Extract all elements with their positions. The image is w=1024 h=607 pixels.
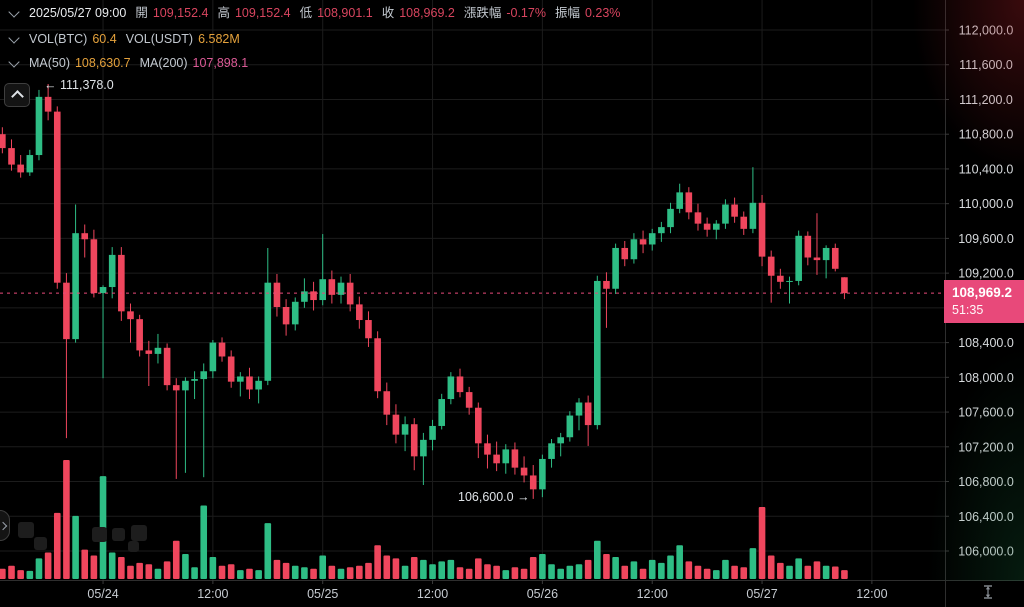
volume-bars [0,460,848,579]
vol-usdt-label: VOL(USDT) [125,32,194,46]
svg-text:107,200.0: 107,200.0 [958,440,1014,454]
svg-text:108,400.0: 108,400.0 [958,336,1014,350]
watermark-square [112,528,125,541]
svg-text:108,000.0: 108,000.0 [958,371,1014,385]
ma200-value: 107,898.1 [192,56,249,70]
watermark-square [131,525,147,541]
amplitude-value: 0.23% [584,6,621,20]
vol-btc-label: VOL(BTC) [29,32,88,46]
high-label: 高 [217,6,230,20]
close-value: 108,969.2 [399,6,455,20]
svg-text:109,200.0: 109,200.0 [958,267,1014,281]
price-axis[interactable]: 106,000.0 106,400.0 106,800.0 107,200.0 107,… [945,0,1014,607]
volume-legend-row: VOL(BTC) 60.4 VOL(USDT) 6.582M [8,30,240,48]
ohlc-legend-row: 2025/05/27 09:00 開 109,152.4 高 109,152.4 低… [8,4,620,22]
current-price-badge[interactable]: 108,969.2 51:35 [944,280,1024,323]
high-value: 109,152.4 [234,6,291,20]
current-price-value: 108,969.2 [952,285,1013,300]
svg-text:12:00: 12:00 [417,587,448,601]
svg-text:106,400.0: 106,400.0 [958,510,1014,524]
high-price-annotation: ← 111,378.0 [44,78,114,92]
svg-text:111,600.0: 111,600.0 [959,58,1013,72]
close-label: 收 [381,6,395,20]
change-value: -0.17% [506,6,546,20]
svg-text:12:00: 12:00 [637,587,668,601]
svg-text:109,600.0: 109,600.0 [958,232,1014,246]
watermark-square [128,541,139,552]
change-label: 漲跌幅 [463,6,502,20]
low-price-annotation: 106,600.0 → [458,490,530,504]
svg-text:12:00: 12:00 [197,587,228,601]
svg-text:05/24: 05/24 [87,587,118,601]
candle-countdown: 51:35 [952,303,984,317]
watermark-square [34,537,47,550]
vol-btc-value: 60.4 [92,32,117,46]
svg-text:05/27: 05/27 [746,587,777,601]
vol-usdt-value: 6.582M [198,32,240,46]
svg-text:05/25: 05/25 [307,587,338,601]
svg-text:05/26: 05/26 [527,587,558,601]
candle-datetime: 2025/05/27 09:00 [29,6,127,20]
ma50-value: 108,630.7 [74,56,131,70]
watermark-square [18,522,34,538]
collapse-ma-icon[interactable] [8,55,20,68]
svg-text:106,000.0: 106,000.0 [958,545,1014,559]
watermark-square [92,527,107,542]
collapse-panel-button[interactable] [4,83,30,107]
ma200-label: MA(200) [139,56,188,70]
svg-text:110,000.0: 110,000.0 [959,197,1014,211]
collapse-ohlc-icon[interactable] [8,5,20,18]
svg-text:106,800.0: 106,800.0 [958,475,1014,489]
low-label: 低 [299,6,313,20]
svg-text:112,000.0: 112,000.0 [959,24,1014,38]
svg-text:110,800.0: 110,800.0 [959,128,1014,142]
amplitude-label: 振幅 [554,6,580,20]
low-value: 108,901.1 [317,6,373,20]
svg-text:110,400.0: 110,400.0 [959,162,1014,176]
svg-text:12:00: 12:00 [856,587,887,601]
candles [0,84,848,499]
ma50-label: MA(50) [29,56,70,70]
time-axis[interactable]: 05/24 12:00 05/25 12:00 05/26 12:00 05/27 12:00 [0,580,1024,601]
grid-layer [0,0,945,580]
collapse-volume-icon[interactable] [8,31,20,44]
chevron-up-icon [10,90,24,103]
price-scale-adjust-icon[interactable] [979,583,997,601]
chevron-right-icon [0,521,8,530]
svg-text:107,600.0: 107,600.0 [958,406,1014,420]
ma-legend-row: MA(50) 108,630.7 MA(200) 107,898.1 [8,54,248,72]
open-label: 開 [135,6,148,20]
open-value: 109,152.4 [152,6,209,20]
svg-text:111,200.0: 111,200.0 [959,93,1013,107]
